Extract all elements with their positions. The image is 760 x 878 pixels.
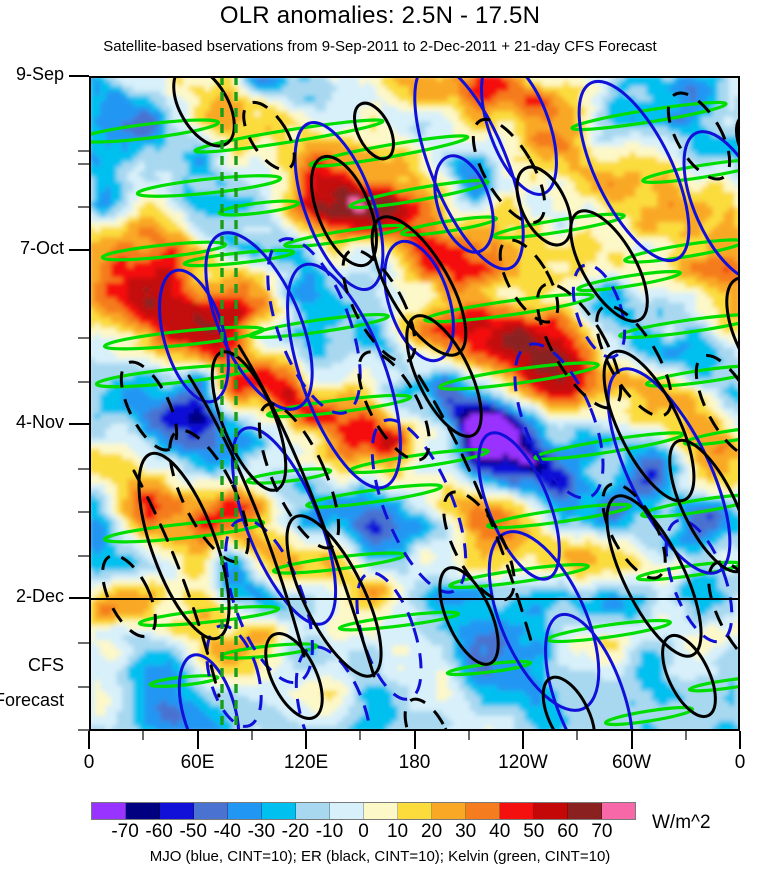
x-tick-minor: [684, 731, 687, 740]
colorbar-swatch-15: [602, 803, 635, 819]
x-tick-major: [305, 731, 307, 749]
x-axis-label-0: 0: [83, 752, 95, 773]
x-tick-major: [739, 731, 741, 749]
colorbar-swatch-6: [296, 803, 330, 819]
y-tick-minor: [78, 468, 89, 470]
y-tick-minor: [78, 511, 89, 513]
colorbar-swatch-1: [126, 803, 160, 819]
forecast-axis-label-0: CFS: [28, 655, 64, 675]
y-tick-major: [69, 423, 89, 425]
x-tick-major: [196, 731, 199, 749]
colorbar-swatch-13: [534, 803, 568, 819]
y-tick-minor: [78, 642, 89, 644]
colorbar-swatch-11: [466, 803, 500, 819]
colorbar-swatch-5: [262, 803, 296, 819]
colorbar-unit-label: W/m^2: [652, 812, 711, 833]
wave-contour-overlay: [89, 76, 740, 731]
forecast-start-line: [89, 598, 740, 600]
x-axis-label-2: 120E: [283, 752, 329, 773]
colorbar-tick-7: 0: [358, 821, 369, 842]
x-tick-minor: [142, 731, 145, 740]
x-tick-minor: [250, 731, 253, 740]
x-tick-major: [522, 731, 524, 749]
colorbar-tick-9: 20: [421, 821, 443, 842]
colorbar-tick-12: 50: [523, 821, 545, 842]
y-tick-major: [69, 75, 89, 77]
colorbar-tick-1: -60: [145, 821, 173, 842]
y-axis-label-3: 2-Dec: [15, 586, 64, 606]
colorbar-tick-4: -30: [247, 821, 276, 842]
wave-legend-caption: MJO (blue, CINT=10); ER (black, CINT=10)…: [149, 848, 611, 865]
colorbar-tick-6: -10: [315, 821, 344, 842]
forecast-axis-label-1: Forecast: [0, 690, 64, 710]
colorbar-swatch-14: [568, 803, 602, 819]
x-tick-minor: [359, 731, 362, 740]
y-axis-label-2: 4-Nov: [15, 412, 64, 432]
colorbar-swatch-10: [432, 803, 466, 819]
y-tick-minor: [78, 381, 89, 383]
y-tick-minor: [78, 555, 89, 557]
x-tick-major: [630, 731, 633, 749]
x-axis-label-5: 60W: [611, 752, 652, 773]
x-axis-label-3: 180: [398, 752, 431, 773]
page-title: OLR anomalies: 2.5N - 17.5N: [219, 2, 541, 29]
colorbar-swatch-0: [92, 803, 126, 819]
y-tick-major: [69, 597, 89, 599]
colorbar-swatch-3: [194, 803, 228, 819]
y-tick-minor: [78, 686, 89, 688]
colorbar-swatch-4: [228, 803, 262, 819]
y-tick-minor: [78, 163, 89, 165]
x-tick-minor: [467, 731, 470, 740]
x-tick-major: [413, 731, 416, 749]
y-axis-label-1: 7-Oct: [19, 238, 64, 258]
colorbar: [91, 802, 636, 820]
x-tick-major: [88, 731, 90, 749]
y-tick-minor: [78, 206, 89, 208]
colorbar-tick-2: -50: [179, 821, 207, 842]
colorbar-tick-14: 70: [591, 821, 613, 842]
colorbar-swatch-7: [330, 803, 364, 819]
y-tick-major: [69, 249, 89, 251]
hovmoller-plot-area: [89, 76, 740, 731]
y-tick-minor: [78, 729, 89, 731]
colorbar-tick-5: -20: [281, 821, 310, 842]
page-subtitle: Satellite-based bservations from 9-Sep-2…: [103, 38, 657, 55]
colorbar-swatch-8: [364, 803, 398, 819]
colorbar-tick-8: 10: [386, 821, 409, 842]
x-axis-label-1: 60E: [180, 752, 215, 773]
x-axis-label-4: 120W: [498, 752, 548, 773]
colorbar-tick-11: 40: [489, 821, 511, 842]
colorbar-swatch-12: [500, 803, 534, 819]
colorbar-tick-3: -40: [213, 821, 241, 842]
colorbar-tick-13: 60: [557, 821, 579, 842]
colorbar-swatch-2: [160, 803, 194, 819]
x-axis-label-6: 0: [734, 752, 746, 773]
colorbar-tick-0: -70: [111, 821, 139, 842]
y-axis-label-0: 9-Sep: [15, 64, 64, 84]
y-tick-minor: [78, 337, 89, 339]
colorbar-swatch-9: [398, 803, 432, 819]
colorbar-tick-10: 30: [455, 821, 477, 842]
x-tick-minor: [576, 731, 579, 740]
y-tick-minor: [78, 150, 89, 152]
